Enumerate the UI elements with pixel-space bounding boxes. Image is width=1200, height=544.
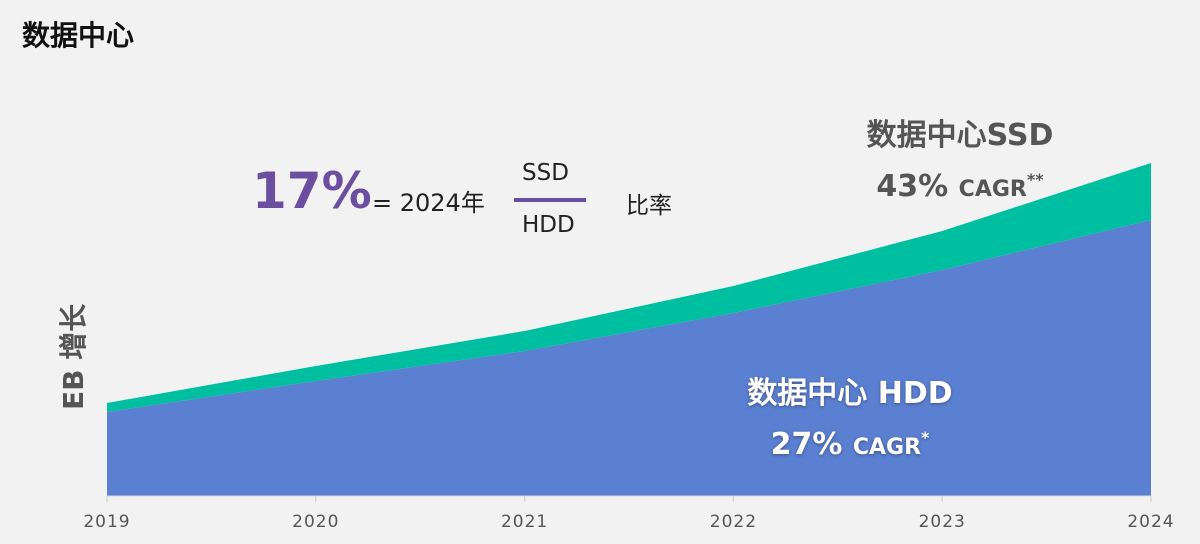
area-series-0 [107, 220, 1151, 496]
ssd-series-label: 数据中心SSD 43% CAGR** [840, 114, 1080, 212]
page-title: 数据中心 [22, 19, 135, 52]
hdd-name: 数据中心 HDD [747, 376, 953, 411]
ratio-equals-text: = 2024年 [372, 189, 485, 217]
x-tick-label: 2020 [292, 512, 339, 532]
hdd-cagr: 27% [770, 427, 843, 462]
ssd-name: 数据中心SSD [866, 118, 1054, 153]
hdd-footnote-mark: * [921, 428, 930, 447]
fraction-denominator: HDD [522, 212, 575, 238]
ratio-label: 比率 [626, 193, 672, 219]
ssd-cagr: 43% [876, 169, 949, 204]
area-series-1 [107, 163, 1151, 412]
x-tick-label: 2022 [710, 512, 757, 532]
x-tick-label: 2019 [83, 512, 130, 532]
x-tick-label: 2021 [501, 512, 548, 532]
ratio-percent: 17% [252, 162, 372, 220]
x-tick-label: 2024 [1127, 512, 1174, 532]
x-tick-label: 2023 [919, 512, 966, 532]
fraction-line [514, 198, 586, 202]
hdd-series-label: 数据中心 HDD 27% CAGR* [700, 372, 1000, 470]
fraction-numerator: SSD [522, 160, 569, 186]
hdd-cagr-label: CAGR [852, 435, 922, 460]
ssd-footnote-mark: ** [1026, 170, 1044, 189]
ssd-cagr-label: CAGR [958, 177, 1027, 202]
